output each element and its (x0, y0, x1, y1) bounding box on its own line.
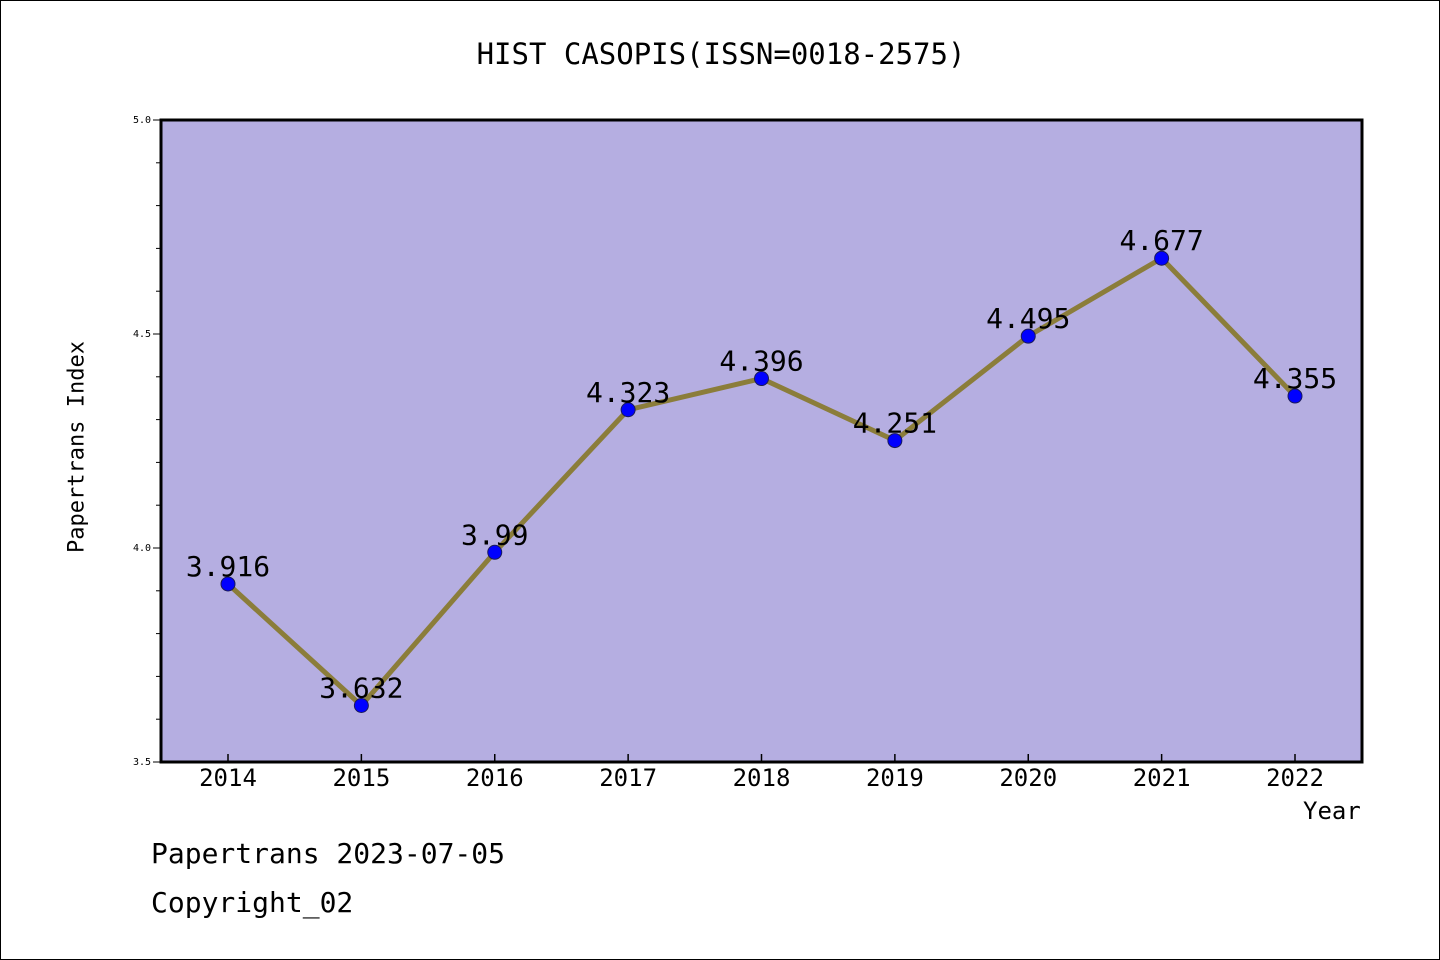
y-axis: 3.5 4.0 4.5 5.0 (133, 115, 161, 768)
data-point (620, 402, 636, 418)
data-label: 4.495 (986, 302, 1070, 335)
data-label: 4.355 (1253, 362, 1337, 395)
chart-title: HIST CASOPIS(ISSN=0018-2575) (476, 37, 966, 71)
data-label: 4.677 (1119, 224, 1203, 257)
data-point (220, 576, 236, 592)
data-label: 3.916 (186, 550, 270, 583)
data-label: 4.251 (853, 407, 937, 440)
y-tick-label: 5.0 (133, 115, 151, 126)
data-labels: 3.916 3.632 3.99 4.323 4.396 4.251 4.495 4.677 4… (186, 224, 1337, 704)
x-tick-label: 2021 (1133, 764, 1191, 792)
footer-date: Papertrans 2023-07-05 (151, 837, 506, 870)
x-axis-label: Year (1303, 797, 1361, 825)
y-tick-label: 4.0 (133, 543, 151, 554)
x-tick-label: 2022 (1266, 764, 1324, 792)
x-tick-label: 2015 (332, 764, 390, 792)
data-point (1154, 250, 1170, 266)
footer-copyright: Copyright_02 (151, 886, 354, 919)
x-tick-label: 2014 (199, 764, 257, 792)
data-label: 4.396 (719, 345, 803, 378)
x-tick-label: 2018 (733, 764, 791, 792)
data-label: 3.632 (319, 672, 403, 705)
data-point (754, 371, 769, 387)
x-tick-label: 2017 (599, 764, 657, 792)
x-axis: 2014 2015 2016 2017 2018 2019 2020 2021 2022 (199, 754, 1324, 792)
x-tick-label: 2019 (866, 764, 924, 792)
y-tick-label: 3.5 (133, 757, 151, 768)
data-points (220, 250, 1303, 714)
data-point (887, 433, 903, 449)
data-point (353, 698, 369, 714)
data-point (487, 544, 503, 560)
data-point (1287, 388, 1303, 404)
y-tick-label: 4.5 (133, 329, 151, 340)
data-label: 3.99 (461, 518, 528, 551)
data-label: 4.323 (586, 376, 670, 409)
x-tick-label: 2020 (999, 764, 1057, 792)
x-tick-label: 2016 (466, 764, 524, 792)
data-point (1020, 328, 1036, 344)
plot-area (159, 118, 1364, 764)
